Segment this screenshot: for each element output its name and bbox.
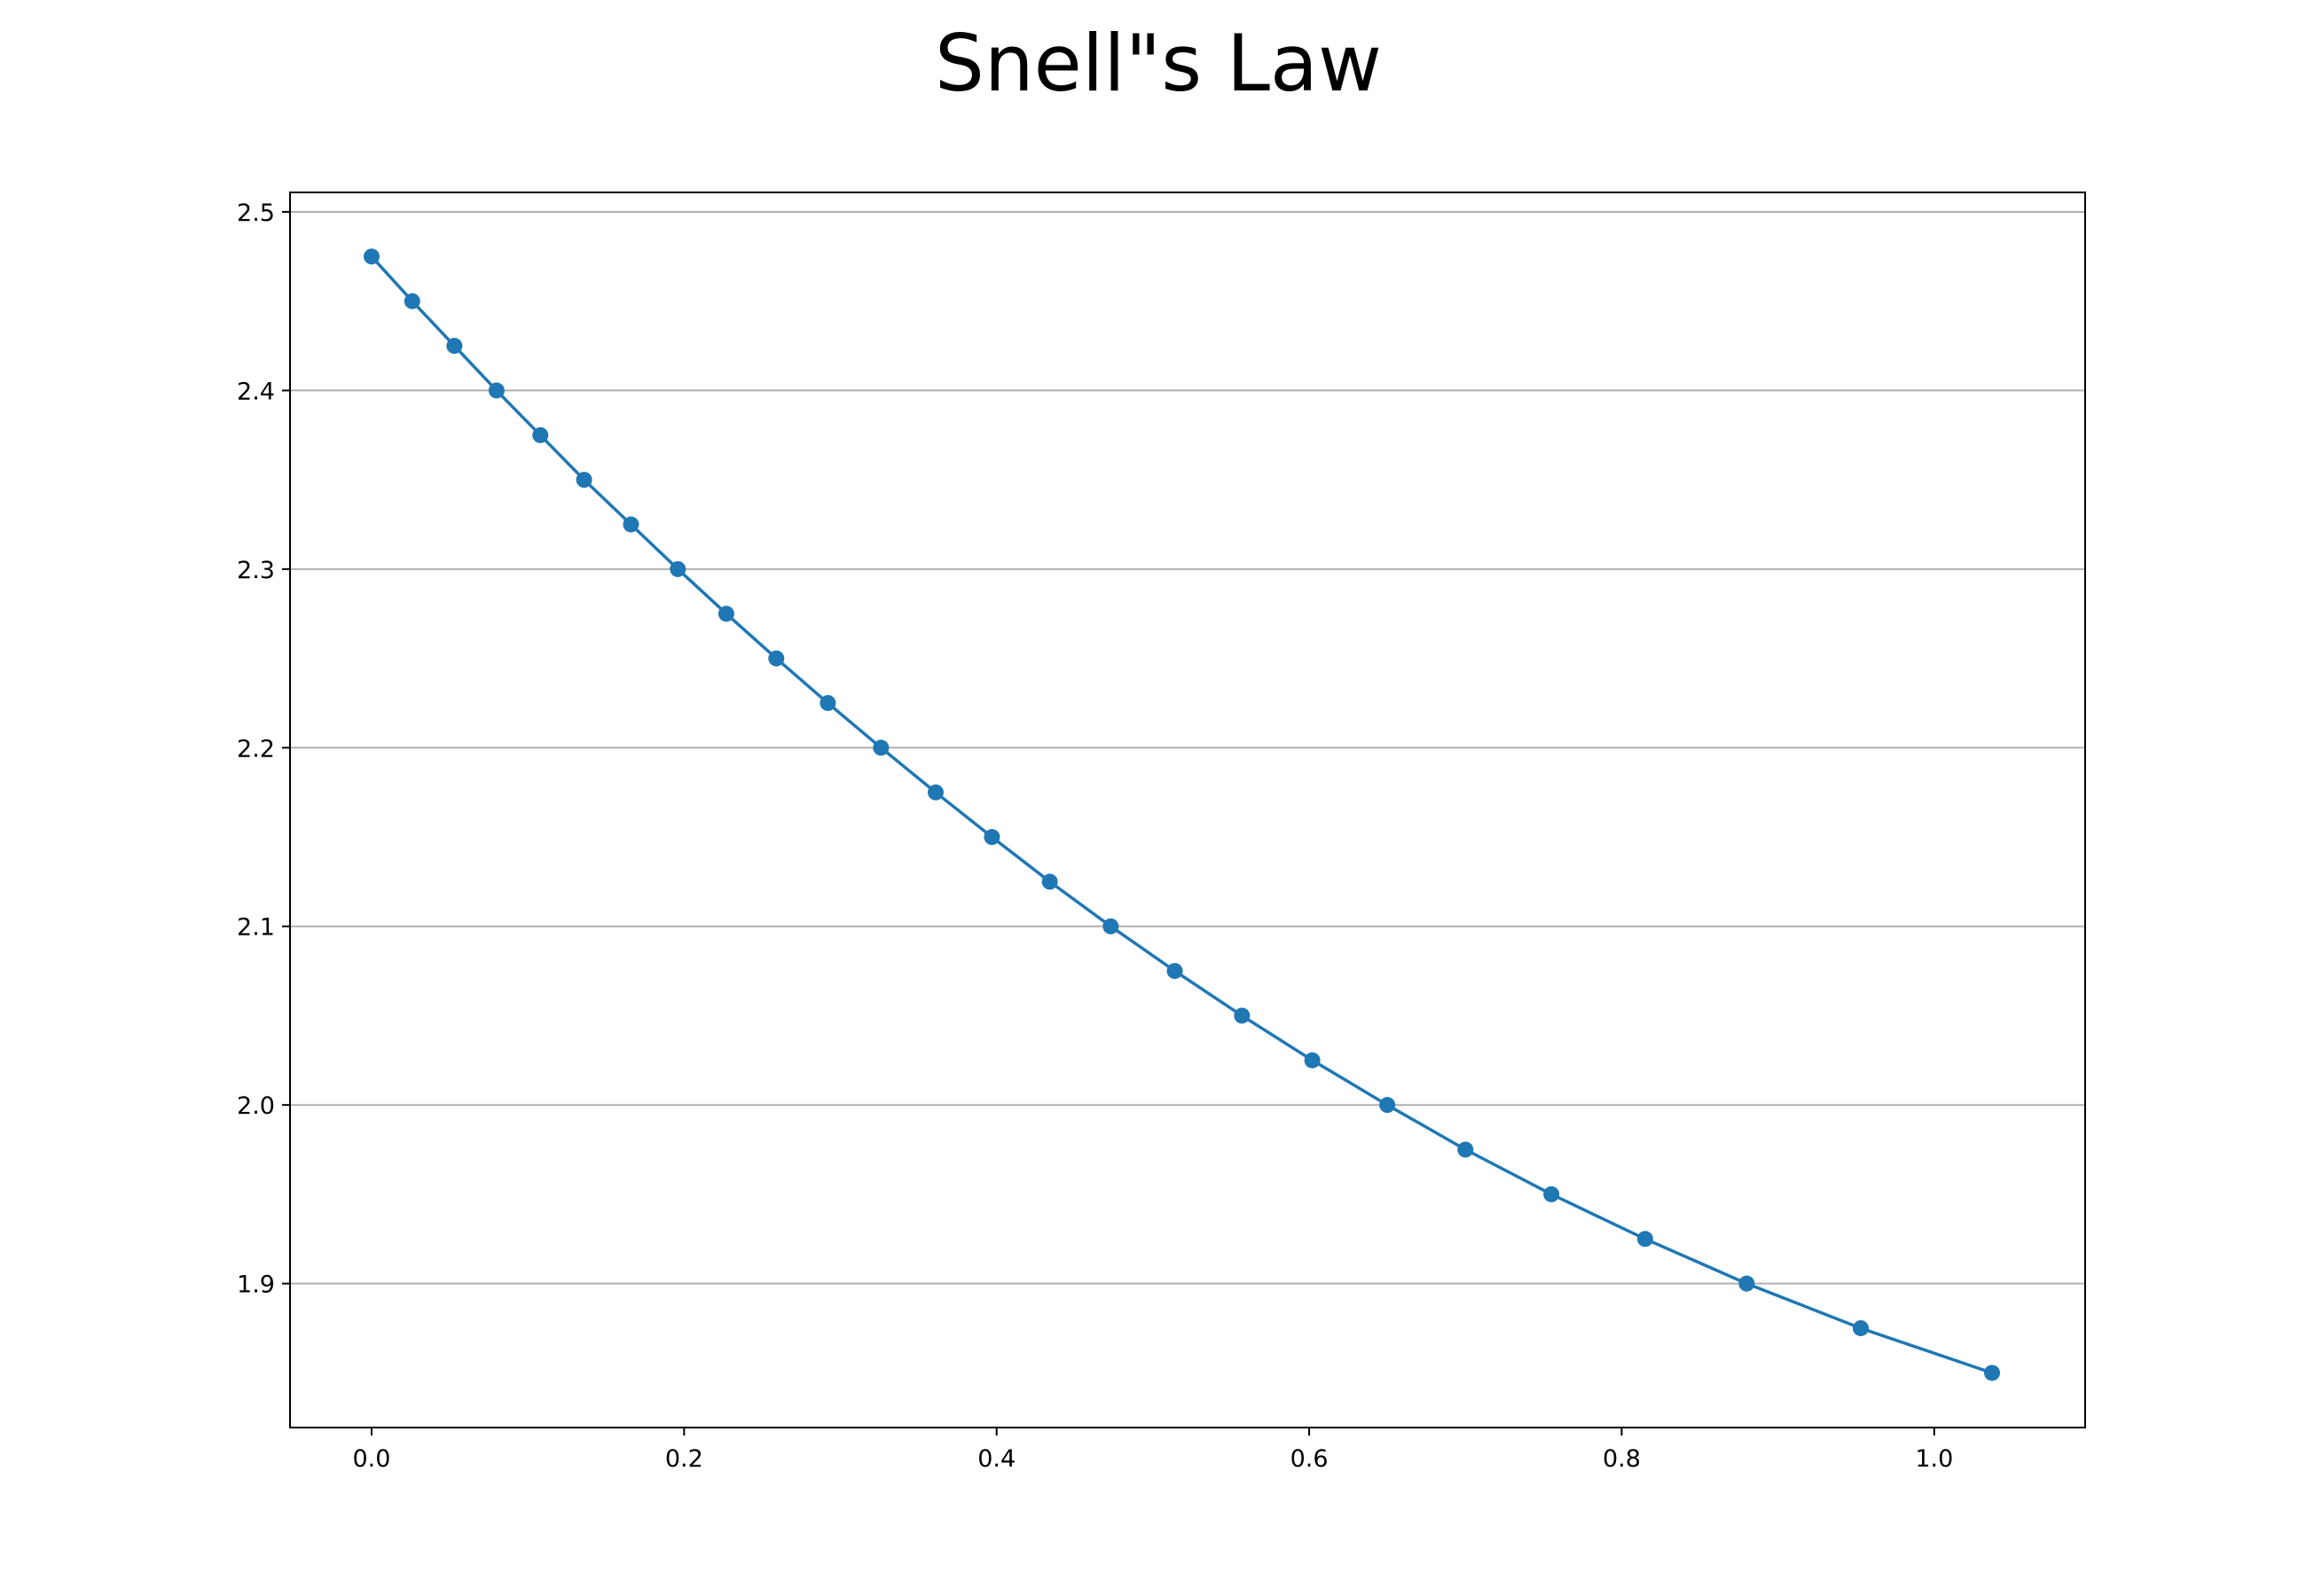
data-point bbox=[488, 382, 505, 399]
data-point bbox=[446, 338, 463, 355]
data-point bbox=[1166, 963, 1183, 980]
x-axis: 0.0 0.2 0.4 0.6 0.8 1.0 bbox=[352, 1428, 1953, 1473]
x-tick-label: 0.6 bbox=[1290, 1445, 1329, 1473]
y-tick-label: 2.5 bbox=[237, 200, 275, 227]
data-point bbox=[927, 784, 944, 801]
x-tick-label: 0.0 bbox=[352, 1445, 390, 1473]
y-tick-label: 2.0 bbox=[237, 1092, 275, 1120]
data-point bbox=[404, 293, 420, 309]
data-point bbox=[1983, 1365, 2000, 1381]
data-point bbox=[532, 426, 549, 443]
data-point bbox=[1738, 1275, 1755, 1292]
data-point bbox=[1234, 1007, 1251, 1024]
data-point bbox=[1543, 1185, 1560, 1202]
y-axis: 1.9 2.0 2.1 2.2 2.3 2.4 2.5 bbox=[237, 200, 290, 1299]
data-point bbox=[1304, 1052, 1321, 1068]
y-tick-label: 2.4 bbox=[237, 378, 275, 405]
data-point bbox=[718, 606, 734, 622]
data-point bbox=[670, 560, 686, 577]
plot-frame bbox=[289, 192, 2086, 1428]
x-tick-label: 0.2 bbox=[665, 1445, 703, 1473]
data-point bbox=[1853, 1319, 1869, 1336]
data-point bbox=[820, 694, 836, 711]
data-point bbox=[623, 516, 639, 533]
x-tick-label: 1.0 bbox=[1915, 1445, 1953, 1473]
series-layer bbox=[363, 248, 2000, 1381]
data-point bbox=[1102, 918, 1119, 935]
data-point bbox=[873, 739, 890, 756]
data-point bbox=[768, 650, 785, 667]
data-point bbox=[1636, 1231, 1653, 1248]
chart-title: Snell"s Law bbox=[935, 18, 1382, 109]
data-point bbox=[1041, 873, 1058, 890]
series-line bbox=[370, 255, 1993, 1375]
data-point bbox=[363, 248, 380, 265]
y-tick-label: 2.2 bbox=[237, 735, 275, 763]
y-tick-label: 2.3 bbox=[237, 557, 275, 584]
data-point bbox=[984, 829, 1000, 846]
x-tick-label: 0.8 bbox=[1603, 1445, 1641, 1473]
y-tick-label: 1.9 bbox=[237, 1271, 275, 1299]
y-tick-label: 2.1 bbox=[237, 914, 275, 942]
data-point bbox=[1379, 1097, 1396, 1114]
data-point bbox=[576, 472, 592, 489]
grid-layer bbox=[290, 210, 2085, 1285]
x-tick-label: 0.4 bbox=[977, 1445, 1016, 1473]
data-point bbox=[1457, 1141, 1474, 1158]
